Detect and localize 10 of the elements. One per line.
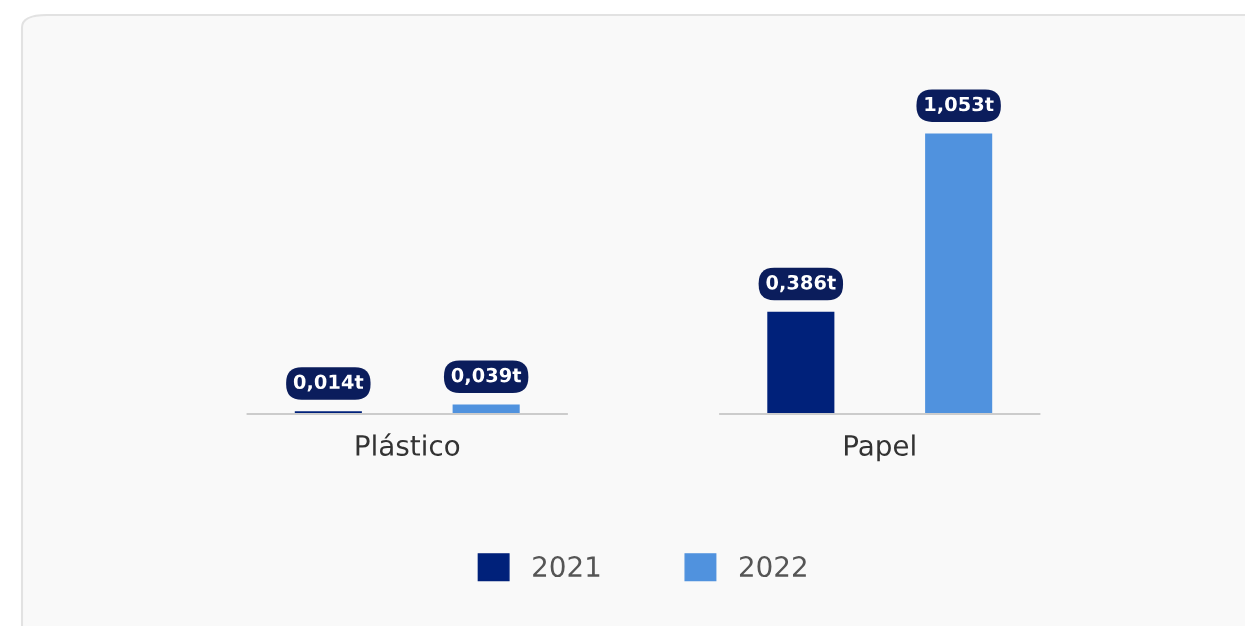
data-label: 0,386t: [766, 274, 836, 293]
bar: [767, 311, 835, 415]
x-tick-label: Plástico: [356, 433, 460, 456]
x-tick-label: Papel: [844, 434, 915, 462]
data-label: 0,014t: [293, 374, 364, 392]
legend-label: 2022: [739, 556, 806, 578]
legend-label: 2021: [533, 556, 600, 578]
bar: [925, 133, 993, 415]
data-label: 1,053t: [925, 96, 994, 114]
data-label: 0,039t: [451, 367, 522, 385]
